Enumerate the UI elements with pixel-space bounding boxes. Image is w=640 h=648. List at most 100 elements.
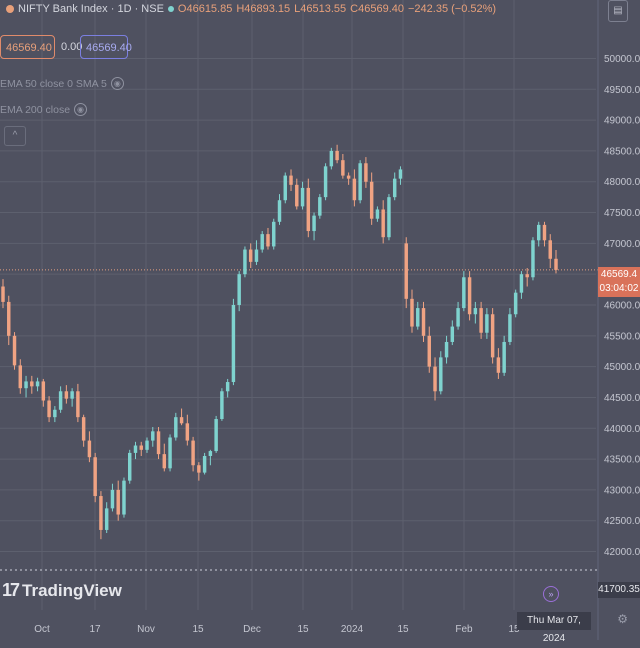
- candle-body: [81, 417, 86, 441]
- live-dot-icon: [167, 6, 174, 12]
- time-tick-label: Dec: [243, 624, 261, 635]
- candle-body: [341, 160, 345, 176]
- candle-body: [381, 209, 385, 238]
- tradingview-logo[interactable]: 17 TradingView: [2, 580, 122, 601]
- candle-body: [479, 308, 483, 333]
- price-tick-label: 47000.00: [604, 239, 640, 250]
- price-tick-label: 46000.00: [604, 301, 640, 312]
- candle-body: [473, 308, 478, 315]
- candle-body: [254, 249, 259, 262]
- high-value: H46893.15: [236, 3, 291, 15]
- candle-body: [312, 215, 316, 232]
- candle-body: [208, 451, 213, 456]
- price-tick-label: 45500.00: [604, 331, 640, 342]
- candle-body: [306, 187, 311, 232]
- candle-body: [231, 305, 236, 383]
- candle-body: [220, 391, 224, 420]
- candle-body: [283, 175, 287, 201]
- close-value: C46569.40: [350, 3, 404, 15]
- candle-body: [444, 341, 449, 358]
- tradingview-mark-icon: 17: [2, 580, 20, 600]
- candle-body: [508, 314, 512, 342]
- price-tick-label: 44500.00: [604, 393, 640, 404]
- candle-body: [318, 197, 322, 216]
- candle-body: [392, 178, 397, 198]
- candle-body: [277, 200, 282, 222]
- candle-body: [272, 221, 276, 247]
- candle-body: [416, 308, 420, 327]
- candle-body: [24, 381, 28, 389]
- indicator-ema-50[interactable]: EMA 50 close 0 SMA 5 ◉: [0, 77, 124, 90]
- eye-icon[interactable]: ◉: [110, 77, 124, 90]
- candle-body: [289, 175, 293, 185]
- candle-body: [335, 150, 339, 161]
- candle-body: [433, 366, 437, 392]
- gear-icon[interactable]: ⚙: [617, 612, 628, 626]
- candle-body: [485, 314, 489, 333]
- candle-body: [53, 409, 57, 418]
- candle-body: [133, 445, 138, 453]
- candlestick-series: [1, 144, 558, 540]
- candle-body: [64, 391, 69, 399]
- candle-body: [387, 197, 391, 238]
- go-to-realtime-icon[interactable]: »: [543, 586, 559, 602]
- sell-button[interactable]: 46569.40: [0, 35, 55, 59]
- candle-body: [427, 335, 431, 367]
- collapse-legend-button[interactable]: ^: [4, 126, 26, 146]
- price-tick-label: 43000.00: [604, 485, 640, 496]
- candle-body: [404, 243, 408, 299]
- candle-body: [410, 298, 414, 327]
- time-tick-label: 15: [508, 624, 520, 635]
- candle-body: [116, 489, 120, 515]
- candle-body: [1, 286, 5, 302]
- candle-body: [398, 169, 403, 179]
- current-price-value: 46569.4: [600, 269, 638, 280]
- candle-body: [490, 314, 495, 358]
- object-tree-icon[interactable]: ▤: [608, 0, 628, 22]
- time-tick-label: 17: [89, 624, 101, 635]
- symbol-legend[interactable]: NIFTY Bank Index · 1D · NSE O46615.85 H4…: [6, 3, 496, 15]
- candle-body: [439, 357, 443, 392]
- indicator-ema-200[interactable]: EMA 200 close ◉: [0, 103, 88, 116]
- candle-body: [346, 175, 351, 179]
- candle-body: [70, 391, 74, 399]
- time-tick-label: 15: [192, 624, 204, 635]
- candle-body: [191, 440, 195, 466]
- candle-body: [266, 234, 270, 247]
- indicator-label: EMA 200 close: [0, 103, 71, 116]
- price-tick-label: 50000.00: [604, 54, 640, 65]
- candle-body: [237, 274, 241, 305]
- candle-body: [104, 508, 109, 530]
- candle-body: [364, 163, 368, 182]
- price-tick-label: 47500.00: [604, 208, 640, 219]
- candle-body: [47, 400, 51, 418]
- candle-body: [502, 341, 506, 373]
- candle-body: [197, 465, 201, 473]
- price-tick-label: 42000.00: [604, 547, 640, 558]
- candle-body: [35, 381, 40, 387]
- eye-icon[interactable]: ◉: [74, 103, 88, 116]
- buy-button[interactable]: 46569.40: [80, 35, 132, 59]
- candle-body: [554, 258, 558, 270]
- low-marker-label: 41700.35: [598, 582, 640, 598]
- candle-body: [110, 489, 115, 509]
- candle-body: [145, 440, 149, 450]
- candle-body: [162, 454, 167, 469]
- candle-body: [87, 440, 92, 458]
- candle-body: [7, 301, 11, 336]
- candle-body: [323, 166, 328, 198]
- candle-body: [156, 431, 161, 455]
- candle-body: [243, 249, 247, 275]
- market-status-icon: [6, 5, 14, 13]
- low-value: L46513.55: [294, 3, 347, 15]
- candle-body: [496, 357, 501, 373]
- candle-body: [456, 308, 460, 327]
- candle-body: [248, 249, 253, 262]
- price-tick-label: 48500.00: [604, 146, 640, 157]
- candle-body: [30, 381, 34, 387]
- candle-body: [185, 423, 190, 441]
- spread-value: 0.00: [61, 41, 83, 53]
- candle-body: [12, 335, 17, 366]
- price-scale: 50000.00 49500.00 49000.00 48500.00 48000.00…: [597, 0, 640, 640]
